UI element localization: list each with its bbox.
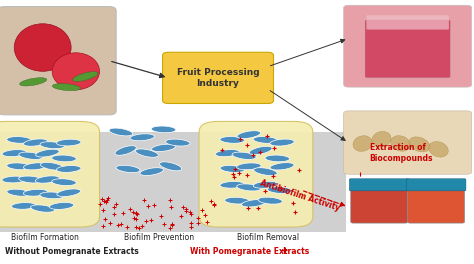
Ellipse shape <box>7 189 31 196</box>
Ellipse shape <box>242 200 265 207</box>
Ellipse shape <box>52 84 81 91</box>
Ellipse shape <box>151 126 176 133</box>
Ellipse shape <box>140 168 164 176</box>
Text: Antibiofilm Activity: Antibiofilm Activity <box>259 178 341 213</box>
Ellipse shape <box>36 149 59 157</box>
Ellipse shape <box>353 136 372 152</box>
FancyBboxPatch shape <box>0 121 100 227</box>
Ellipse shape <box>7 163 31 170</box>
FancyBboxPatch shape <box>351 183 408 223</box>
Ellipse shape <box>56 166 81 172</box>
Ellipse shape <box>265 155 290 162</box>
Ellipse shape <box>49 202 74 209</box>
Ellipse shape <box>237 131 261 139</box>
Ellipse shape <box>52 179 76 186</box>
Ellipse shape <box>40 142 64 149</box>
Ellipse shape <box>7 136 31 143</box>
Bar <box>0 132 346 232</box>
Ellipse shape <box>52 155 76 162</box>
Ellipse shape <box>152 144 175 152</box>
Ellipse shape <box>220 181 245 188</box>
Ellipse shape <box>220 166 245 172</box>
Ellipse shape <box>56 139 81 146</box>
Ellipse shape <box>18 176 43 183</box>
Text: With Pomegranate Extracts: With Pomegranate Extracts <box>190 247 309 256</box>
Ellipse shape <box>225 197 249 204</box>
Ellipse shape <box>24 139 47 146</box>
Ellipse shape <box>428 142 448 157</box>
Ellipse shape <box>237 163 261 170</box>
Ellipse shape <box>409 137 430 152</box>
FancyBboxPatch shape <box>406 179 466 191</box>
Ellipse shape <box>258 197 283 204</box>
Ellipse shape <box>372 131 391 147</box>
Ellipse shape <box>253 136 278 143</box>
Ellipse shape <box>249 146 272 155</box>
Ellipse shape <box>136 149 158 157</box>
Ellipse shape <box>115 146 136 155</box>
Ellipse shape <box>220 136 245 143</box>
Ellipse shape <box>232 152 256 159</box>
FancyBboxPatch shape <box>0 7 116 115</box>
Text: Biofilm Removal: Biofilm Removal <box>237 233 299 242</box>
Ellipse shape <box>57 189 81 196</box>
Ellipse shape <box>36 176 59 183</box>
Ellipse shape <box>40 192 64 199</box>
Ellipse shape <box>130 134 155 141</box>
Ellipse shape <box>23 163 48 170</box>
Ellipse shape <box>254 168 277 176</box>
Ellipse shape <box>14 24 71 71</box>
Text: Fruit Processing
Industry: Fruit Processing Industry <box>177 68 259 88</box>
FancyBboxPatch shape <box>199 121 313 227</box>
Ellipse shape <box>73 72 98 81</box>
Text: Extraction of
Biocompounds: Extraction of Biocompounds <box>370 143 433 163</box>
Ellipse shape <box>23 189 48 196</box>
Ellipse shape <box>2 150 27 157</box>
Ellipse shape <box>109 128 133 136</box>
Ellipse shape <box>215 150 240 157</box>
FancyBboxPatch shape <box>366 15 449 30</box>
FancyBboxPatch shape <box>163 52 273 103</box>
Ellipse shape <box>391 136 410 151</box>
FancyBboxPatch shape <box>344 111 472 174</box>
Ellipse shape <box>165 139 190 146</box>
FancyBboxPatch shape <box>344 5 472 87</box>
Ellipse shape <box>19 78 47 86</box>
FancyBboxPatch shape <box>365 20 450 78</box>
Ellipse shape <box>52 53 100 90</box>
Ellipse shape <box>11 202 36 209</box>
Ellipse shape <box>253 181 278 188</box>
Text: +: + <box>277 246 289 256</box>
Text: Without Pomegranate Extracts: Without Pomegranate Extracts <box>5 247 138 256</box>
Ellipse shape <box>2 176 27 183</box>
Ellipse shape <box>160 162 182 171</box>
Ellipse shape <box>19 152 43 159</box>
Ellipse shape <box>116 165 140 173</box>
Ellipse shape <box>237 184 261 191</box>
Ellipse shape <box>270 163 294 170</box>
Ellipse shape <box>270 139 294 146</box>
Ellipse shape <box>267 187 292 194</box>
Text: Biofilm Prevention: Biofilm Prevention <box>124 233 194 242</box>
Ellipse shape <box>40 162 64 170</box>
FancyBboxPatch shape <box>408 183 465 223</box>
FancyBboxPatch shape <box>349 179 409 191</box>
Text: Biofilm Formation: Biofilm Formation <box>11 233 79 242</box>
Ellipse shape <box>31 205 55 212</box>
